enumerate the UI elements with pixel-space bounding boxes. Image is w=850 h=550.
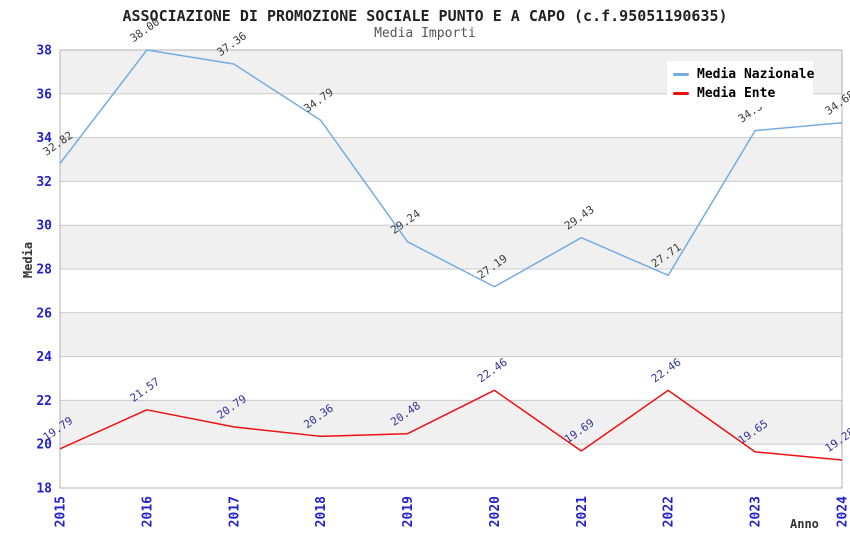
plot-band [60,312,842,357]
legend: Media Nazionale Media Ente [667,61,814,107]
x-tick-label: 2022 [662,496,677,527]
plot-band [60,225,842,269]
chart-title: ASSOCIAZIONE DI PROMOZIONE SOCIALE PUNTO… [122,7,728,25]
chart-subtitle: Media Importi [374,26,476,41]
x-tick-label: 2018 [314,496,329,527]
x-tick-label: 2019 [401,496,416,527]
y-tick-label: 32 [36,175,52,190]
x-tick-label: 2023 [749,496,764,527]
plot-band [60,137,842,182]
y-tick-label: 22 [36,394,52,409]
media-nazionale-line-swatch-icon [673,73,689,76]
legend-item-media-ente: Media Ente [673,84,807,103]
y-tick-label: 30 [36,219,52,234]
legend-label: Media Ente [697,86,776,101]
series-line-1 [59,389,843,461]
y-tick-label: 36 [36,87,52,102]
x-tick-label: 2016 [140,496,155,527]
x-tick-label: 2017 [227,496,242,527]
y-tick-label: 28 [36,263,52,278]
y-axis-title: Media [21,241,35,279]
data-label: 22.46 [475,356,510,386]
legend-item-media-nazionale: Media Nazionale [673,65,814,84]
x-tick-label: 2015 [54,496,69,527]
x-tick-label: 2021 [575,496,590,527]
legend-label: Media Nazionale [697,67,815,82]
y-tick-label: 38 [36,44,52,59]
data-label: 38.00 [128,15,163,45]
series-line-0 [59,49,843,288]
y-tick-label: 18 [36,482,52,497]
y-tick-label: 20 [36,438,52,453]
x-tick-label: 2024 [836,496,850,527]
plot-band [60,400,842,445]
x-tick-label: 2020 [488,496,503,527]
y-tick-label: 34 [36,131,52,146]
plot-border [59,49,843,489]
y-tick-label: 24 [36,350,52,365]
y-tick-label: 26 [36,306,52,321]
x-axis-title: Anno [790,517,819,531]
media-ente-line-swatch-icon [673,92,689,95]
data-label: 22.46 [649,356,684,386]
